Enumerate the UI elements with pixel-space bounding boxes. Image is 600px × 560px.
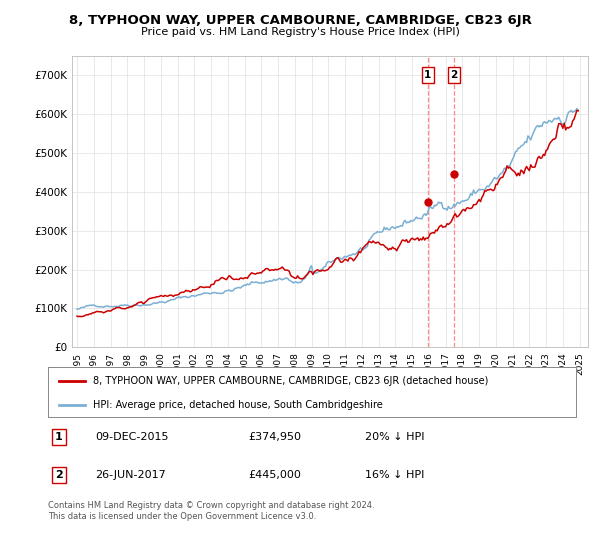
Text: 20% ↓ HPI: 20% ↓ HPI [365,432,424,442]
Text: 1: 1 [424,70,431,80]
Text: 2: 2 [450,70,457,80]
Text: £445,000: £445,000 [248,470,302,480]
Text: 2: 2 [55,470,62,480]
Text: £374,950: £374,950 [248,432,302,442]
Text: Price paid vs. HM Land Registry's House Price Index (HPI): Price paid vs. HM Land Registry's House … [140,27,460,37]
Text: 09-DEC-2015: 09-DEC-2015 [95,432,169,442]
Text: 16% ↓ HPI: 16% ↓ HPI [365,470,424,480]
Text: 26-JUN-2017: 26-JUN-2017 [95,470,166,480]
Text: 8, TYPHOON WAY, UPPER CAMBOURNE, CAMBRIDGE, CB23 6JR (detached house): 8, TYPHOON WAY, UPPER CAMBOURNE, CAMBRID… [93,376,488,386]
Text: 1: 1 [55,432,62,442]
Text: Contains HM Land Registry data © Crown copyright and database right 2024.
This d: Contains HM Land Registry data © Crown c… [48,501,374,521]
Text: HPI: Average price, detached house, South Cambridgeshire: HPI: Average price, detached house, Sout… [93,400,383,409]
Text: 8, TYPHOON WAY, UPPER CAMBOURNE, CAMBRIDGE, CB23 6JR: 8, TYPHOON WAY, UPPER CAMBOURNE, CAMBRID… [68,14,532,27]
